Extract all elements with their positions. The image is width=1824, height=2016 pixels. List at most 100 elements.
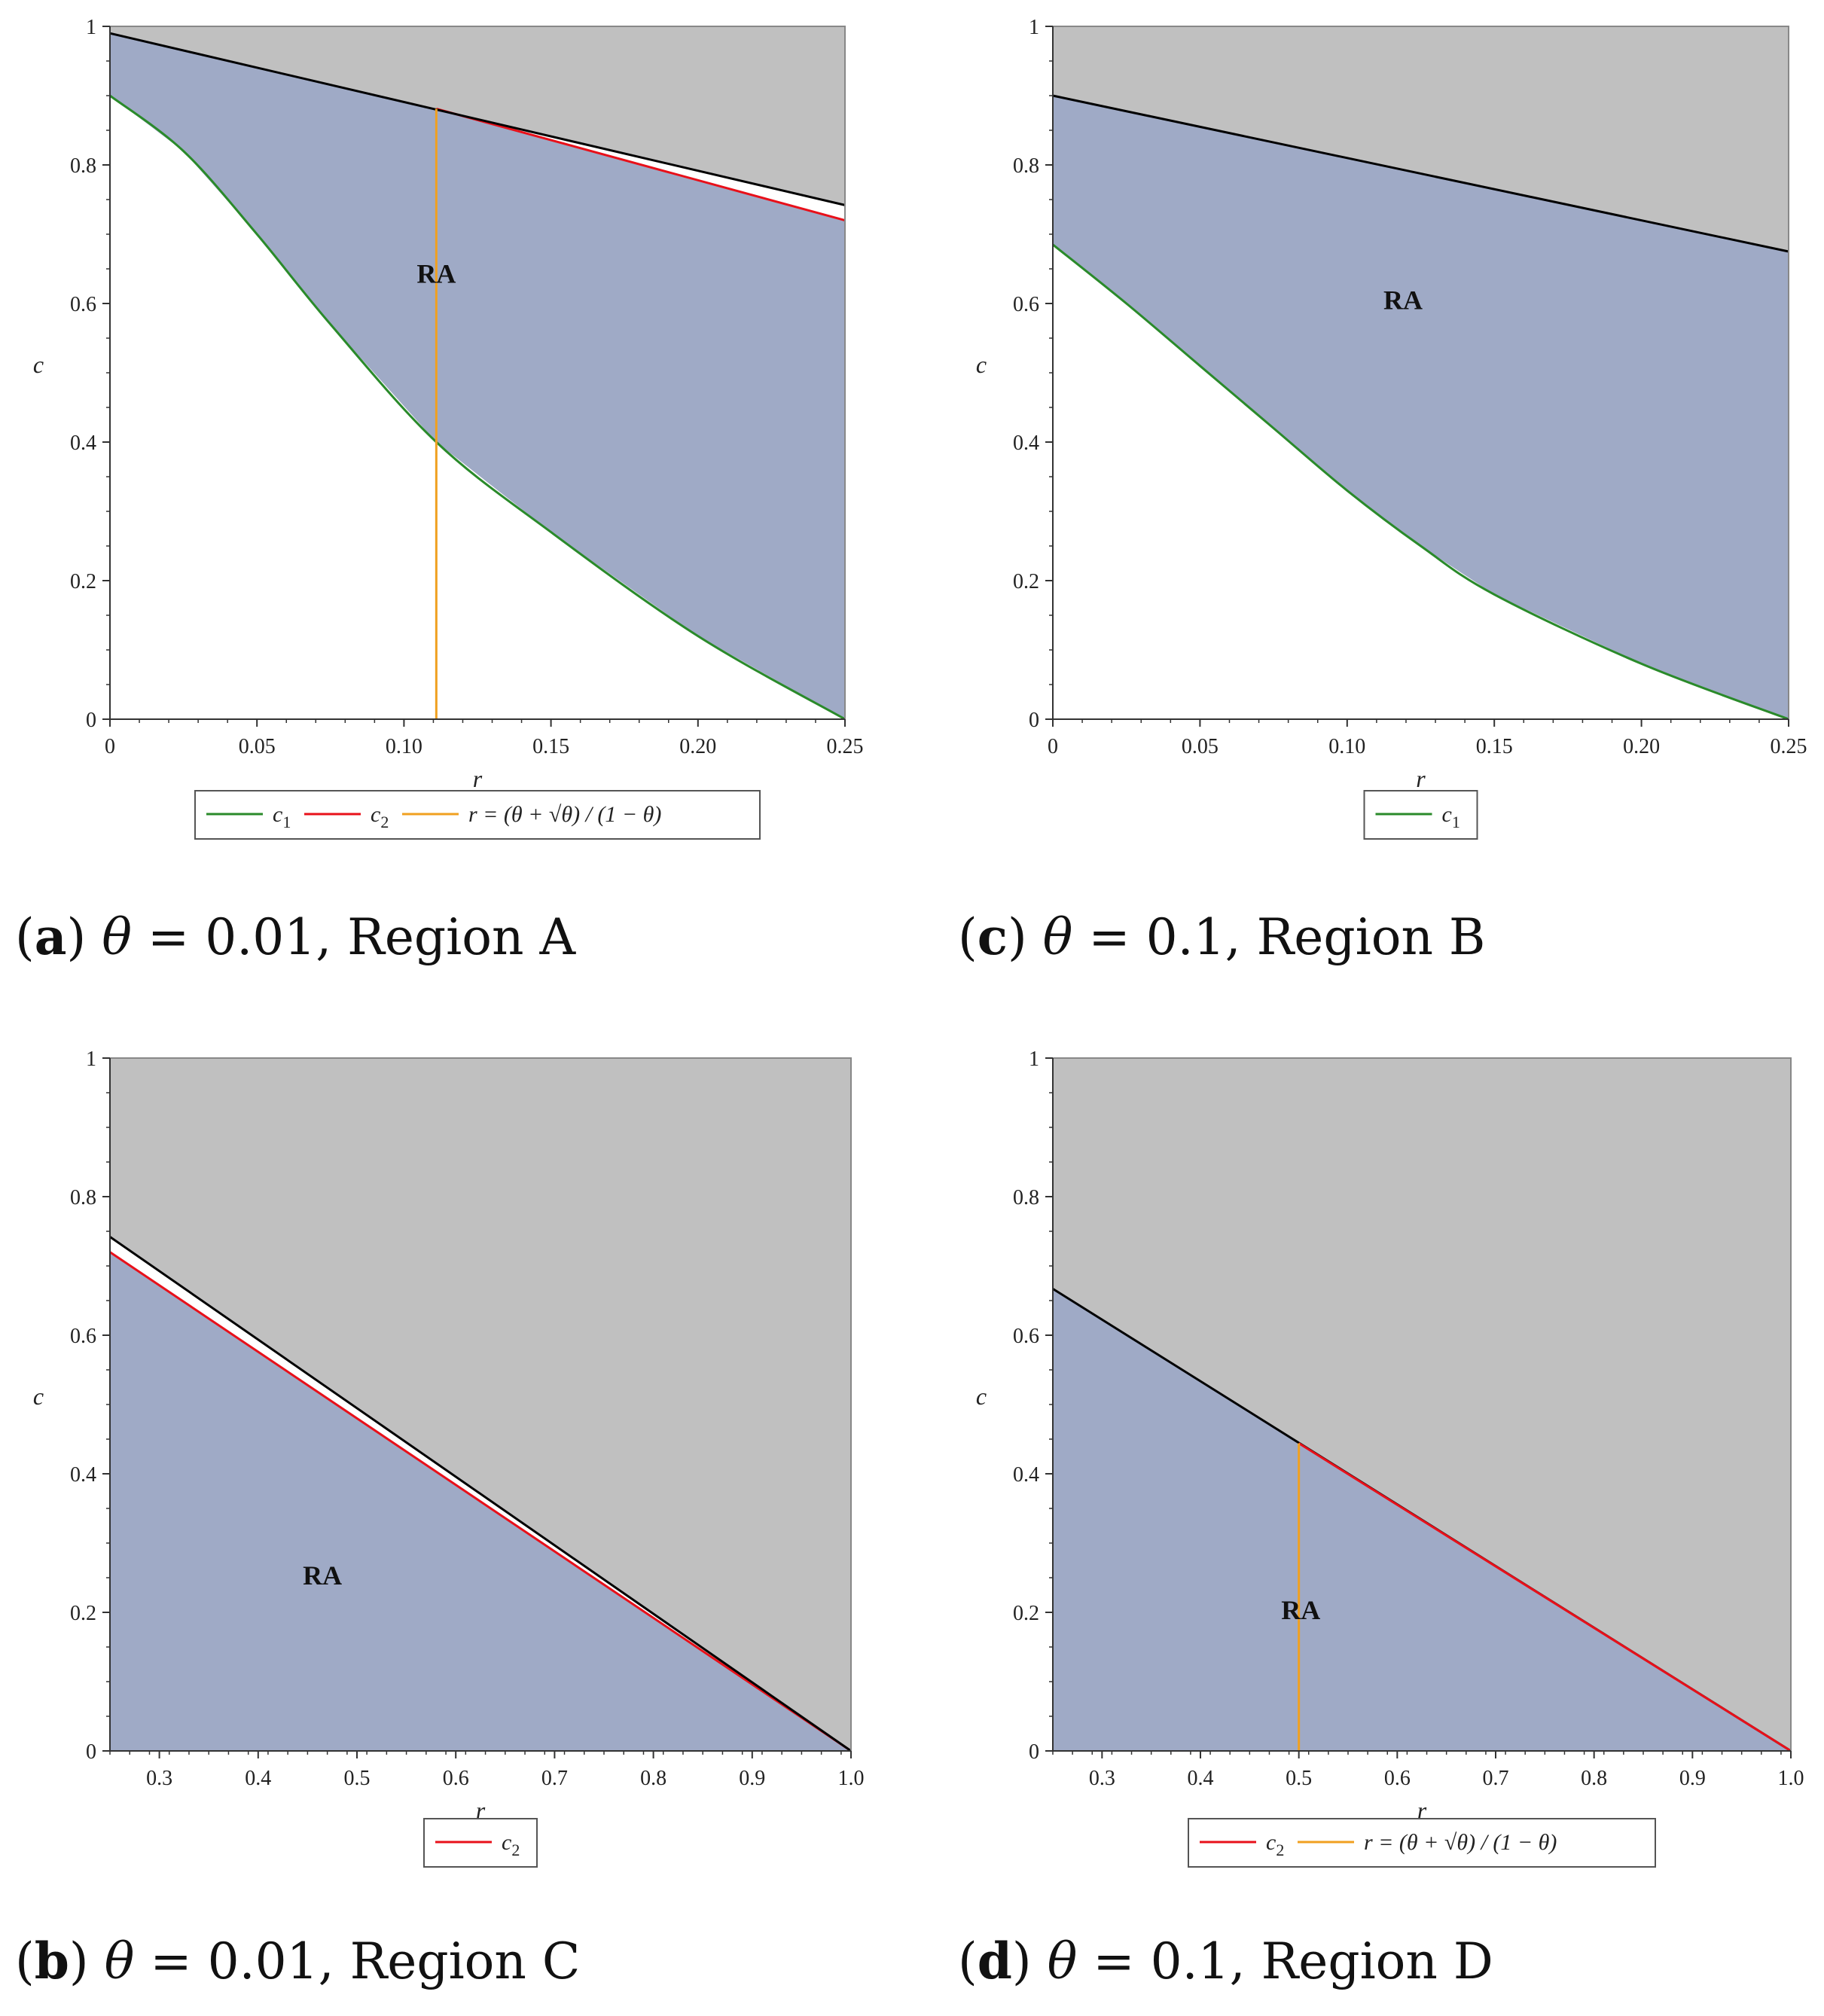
panel-c: 0 0.05 0.10 0.15 0.20 0.25 0 0.2 0.4 0.6 0.8 1 r c RA c… (941, 0, 1824, 874)
upper-boundary-line-line (109, 1236, 852, 1752)
caption-c-text: = 0.1, Region B (1072, 908, 1486, 966)
caption-a-theta: θ (102, 908, 132, 966)
upper-boundary-line-line (109, 32, 846, 206)
caption-d: (d) θ = 0.1, Region D (958, 1932, 1493, 1990)
x-tick-label: 0.15 (532, 735, 569, 758)
chart-c: 0 0.05 0.10 0.15 0.20 0.25 0 0.2 0.4 0.6 0.8 1 r c RA c… (976, 16, 1807, 840)
panel-a: 0 0.05 0.10 0.15 0.20 0.25 0 0.2 0.4 0.6 0.8 1 r c RA c… (0, 0, 889, 874)
x-tick-label: 0.10 (386, 735, 422, 758)
y-tick-label: 0.6 (1013, 1325, 1039, 1348)
caption-b-text: = 0.01, Region C (134, 1932, 581, 1990)
y-tick-label: 1 (86, 16, 96, 39)
x-tick-label: 0.25 (827, 735, 864, 758)
region-label: RA (416, 258, 456, 288)
y-tick-label: 0.8 (70, 1186, 96, 1209)
y-tick-label: 0 (86, 709, 96, 732)
x-axis-label: r (476, 1797, 486, 1824)
legend: c1 c2 r = (θ + √θ) / (1 − θ) (194, 790, 761, 840)
legend-label-r_line: r = (θ + √θ) / (1 − θ) (1364, 1830, 1557, 1855)
y-tick-label: 0 (86, 1740, 96, 1764)
legend-subscript: 1 (282, 813, 291, 831)
chart-b: 0.3 0.4 0.5 0.6 0.7 0.8 0.9 1.000.20.40.60.81rc… (33, 1048, 865, 1868)
x-tick-label: 0.4 (245, 1767, 271, 1790)
panel-b: 0.3 0.4 0.5 0.6 0.7 0.8 0.9 1.0 0 0.2 0.4 0.6 0.8 1 r c… (0, 1032, 889, 1905)
x-tick-label: 0.5 (1286, 1767, 1312, 1790)
x-tick-label: 0.7 (541, 1767, 568, 1790)
x-axis-label: r (1416, 765, 1426, 792)
legend-box (1188, 1818, 1656, 1868)
legend: c2 r = (θ + √θ) / (1 − θ) (1188, 1818, 1656, 1868)
upper-boundary-line-line (1052, 94, 1789, 253)
x-tick-label: 0.7 (1483, 1767, 1509, 1790)
caption-d-text: = 0.1, Region D (1077, 1932, 1493, 1990)
legend: c1 (1363, 790, 1478, 840)
x-tick-label: 0.3 (1089, 1767, 1115, 1790)
y-axis-label: c (976, 1383, 987, 1410)
caption-c-letter: c (977, 907, 1008, 966)
ra-region (1053, 1289, 1791, 1751)
caption-b: (b) θ = 0.01, Region C (15, 1932, 581, 1990)
x-tick-label: 0 (1048, 735, 1058, 758)
x-tick-label: 1.0 (1778, 1767, 1804, 1790)
legend-label-r_line: r = (θ + √θ) / (1 − θ) (468, 802, 661, 827)
x-tick-label: 0.6 (1384, 1767, 1411, 1790)
chart-a: 0 0.05 0.10 0.15 0.20 0.2500.20.40.60.81rcRAc… (33, 16, 864, 840)
y-tick-label: 1 (1029, 1048, 1039, 1071)
y-tick-label: 0.2 (1013, 1602, 1039, 1625)
x-tick-label: 0.20 (1623, 735, 1660, 758)
y-tick-label: 0.6 (70, 1325, 96, 1348)
legend-subscript: 1 (1452, 813, 1460, 831)
x-tick-label: 0.8 (640, 1767, 666, 1790)
y-tick-label: 0.2 (70, 570, 96, 593)
x-tick-label: 0.6 (443, 1767, 469, 1790)
y-tick-label: 1 (1029, 16, 1039, 39)
y-tick-label: 0 (1029, 709, 1039, 732)
y-tick-label: 0.4 (1013, 432, 1039, 455)
y-tick-label: 1 (86, 1048, 96, 1071)
x-tick-label: 0.05 (239, 735, 276, 758)
legend-box (194, 790, 761, 840)
y-tick-label: 0.2 (70, 1602, 96, 1625)
x-tick-label: 0.05 (1182, 735, 1219, 758)
caption-b-theta: θ (104, 1932, 135, 1990)
y-tick-label: 0.8 (1013, 154, 1039, 178)
y-tick-label: 0.6 (70, 293, 96, 316)
region-label: RA (1383, 285, 1423, 315)
series-c2-line (435, 108, 846, 222)
y-tick-label: 0 (1029, 1740, 1039, 1764)
x-axis-label: r (473, 765, 483, 792)
x-tick-label: 0.3 (146, 1767, 172, 1790)
caption-a: (a) θ = 0.01, Region A (15, 907, 576, 966)
x-tick-label: 0.15 (1476, 735, 1513, 758)
series-c1-line (109, 94, 846, 721)
x-tick-label: 0.25 (1771, 735, 1807, 758)
y-axis-label: c (33, 1383, 44, 1410)
y-axis-label: c (976, 351, 987, 378)
legend: c2 (423, 1818, 538, 1868)
y-tick-label: 0.4 (1013, 1463, 1039, 1487)
x-tick-label: 0.10 (1328, 735, 1365, 758)
caption-b-letter: b (34, 1932, 69, 1990)
x-tick-label: 0.4 (1188, 1767, 1214, 1790)
ra-region (110, 33, 845, 719)
legend-subscript: 2 (380, 813, 389, 831)
y-tick-label: 0.4 (70, 432, 96, 455)
y-tick-label: 0.8 (70, 154, 96, 178)
x-tick-label: 0.20 (679, 735, 716, 758)
y-tick-label: 0.6 (1013, 293, 1039, 316)
y-axis-label: c (33, 351, 44, 378)
x-tick-label: 1.0 (838, 1767, 865, 1790)
caption-d-theta: θ (1047, 1932, 1078, 1990)
caption-c: (c) θ = 0.1, Region B (958, 907, 1486, 966)
x-tick-label: 0.5 (344, 1767, 371, 1790)
x-axis-label: r (1417, 1797, 1427, 1824)
x-tick-label: 0.8 (1581, 1767, 1607, 1790)
chart-d: 0.3 0.4 0.5 0.6 0.7 0.8 0.9 1.0 0 0.2 0.4 0.6 0.8 1 r c… (976, 1048, 1804, 1868)
y-tick-label: 0.8 (1013, 1186, 1039, 1209)
x-tick-label: 0 (105, 735, 115, 758)
x-tick-label: 0.9 (1679, 1767, 1706, 1790)
x-tick-label: 0.9 (739, 1767, 765, 1790)
panel-d: 0.3 0.4 0.5 0.6 0.7 0.8 0.9 1.0 0 0.2 0.4 0.6 0.8 1 r c… (941, 1032, 1824, 1905)
legend-subscript: 2 (511, 1841, 520, 1859)
series-c1-line (1052, 243, 1789, 721)
